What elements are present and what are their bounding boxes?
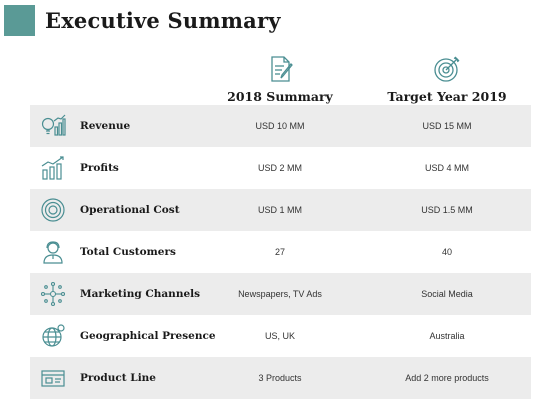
circle-cost-icon	[40, 197, 66, 223]
column-label: 2018 Summary	[227, 89, 333, 104]
summary-2018-value: USD 2 MM	[257, 163, 302, 173]
row-label: Revenue	[80, 120, 131, 132]
target-2019-value: Australia	[429, 331, 465, 341]
table-row-profits: Profits USD 2 MM USD 4 MM	[30, 147, 531, 189]
accent-square	[4, 5, 35, 36]
page-header: Executive Summary	[0, 0, 560, 50]
bulb-chart-icon	[40, 113, 66, 139]
document-edit-icon	[265, 54, 295, 84]
target-2019-value: Social Media	[421, 289, 473, 299]
summary-2018-value: Newspapers, TV Ads	[238, 289, 322, 299]
summary-2018-value: USD 10 MM	[255, 121, 305, 131]
target-2019-value: USD 15 MM	[422, 121, 472, 131]
summary-2018-value: USD 1 MM	[257, 205, 302, 215]
row-label: Geographical Presence	[80, 330, 216, 342]
table-row-marketing-channels: Marketing Channels Newspapers, TV Ads So…	[30, 273, 531, 315]
column-header-2018: 2018 Summary	[205, 54, 355, 104]
summary-2018-value: 27	[274, 247, 285, 257]
customer-icon	[40, 239, 66, 265]
target-2019-value: Add 2 more products	[405, 373, 489, 383]
column-label: Target Year 2019	[387, 89, 507, 104]
summary-table: Revenue USD 10 MM USD 15 MM Profits USD …	[30, 105, 531, 399]
network-icon	[40, 281, 66, 307]
target-icon	[432, 54, 462, 84]
row-label: Marketing Channels	[80, 288, 201, 300]
target-2019-value: USD 1.5 MM	[421, 205, 473, 215]
table-row-product-line: Product Line 3 Products Add 2 more produ…	[30, 357, 531, 399]
globe-icon	[40, 323, 66, 349]
table-row-revenue: Revenue USD 10 MM USD 15 MM	[30, 105, 531, 147]
row-label: Profits	[80, 162, 119, 174]
column-header-2019: Target Year 2019	[372, 54, 522, 104]
table-row-geographical-presence: Geographical Presence US, UK Australia	[30, 315, 531, 357]
growth-chart-icon	[40, 155, 66, 181]
target-2019-value: 40	[441, 247, 452, 257]
table-row-operational-cost: Operational Cost USD 1 MM USD 1.5 MM	[30, 189, 531, 231]
row-label: Operational Cost	[80, 204, 180, 216]
target-2019-value: USD 4 MM	[424, 163, 469, 173]
product-box-icon	[40, 365, 66, 391]
summary-2018-value: US, UK	[264, 331, 295, 341]
table-row-total-customers: Total Customers 27 40	[30, 231, 531, 273]
page-title: Executive Summary	[45, 8, 281, 33]
summary-2018-value: 3 Products	[258, 373, 302, 383]
row-label: Total Customers	[80, 246, 176, 258]
row-label: Product Line	[80, 372, 156, 384]
